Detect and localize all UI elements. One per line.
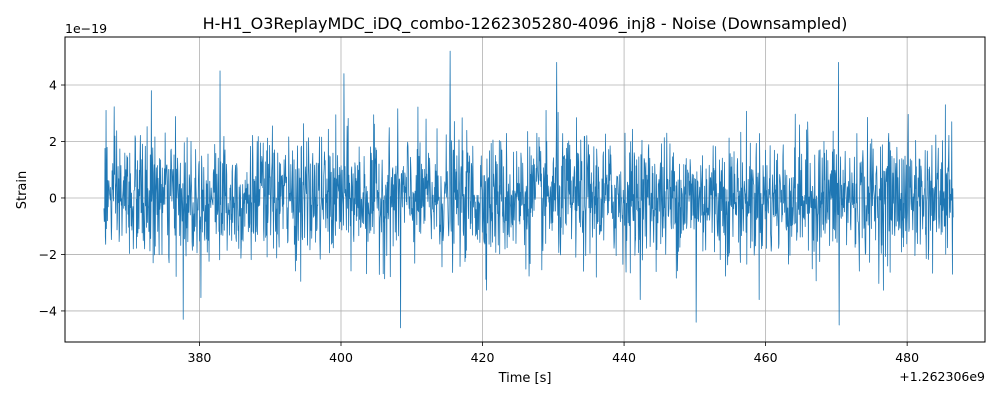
x-tick-label: 400	[329, 350, 353, 365]
x-axis-ticks: 380 400 420 440 460 480	[188, 342, 919, 365]
y-tick-label: 0	[49, 190, 57, 205]
chart-title: H-H1_O3ReplayMDC_iDQ_combo-1262305280-40…	[203, 14, 848, 34]
x-tick-label: 480	[895, 350, 919, 365]
x-tick-label: 380	[188, 350, 212, 365]
strain-noise-line	[103, 50, 954, 329]
x-axis-offset-label: +1.262306e9	[899, 369, 985, 384]
y-tick-label: −4	[39, 303, 57, 318]
y-axis-label: Strain	[15, 171, 30, 210]
x-tick-label: 440	[612, 350, 636, 365]
y-axis-ticks: −4 −2 0 2 4	[39, 78, 65, 318]
y-tick-label: −2	[39, 247, 57, 262]
grid-lines	[65, 37, 985, 342]
x-tick-label: 460	[754, 350, 778, 365]
y-axis-scale-label: 1e−19	[65, 21, 107, 36]
x-axis-label: Time [s]	[498, 371, 552, 386]
plot-frame	[64, 36, 986, 343]
y-tick-label: 4	[49, 78, 57, 93]
y-tick-label: 2	[49, 134, 57, 149]
x-tick-label: 420	[471, 350, 495, 365]
